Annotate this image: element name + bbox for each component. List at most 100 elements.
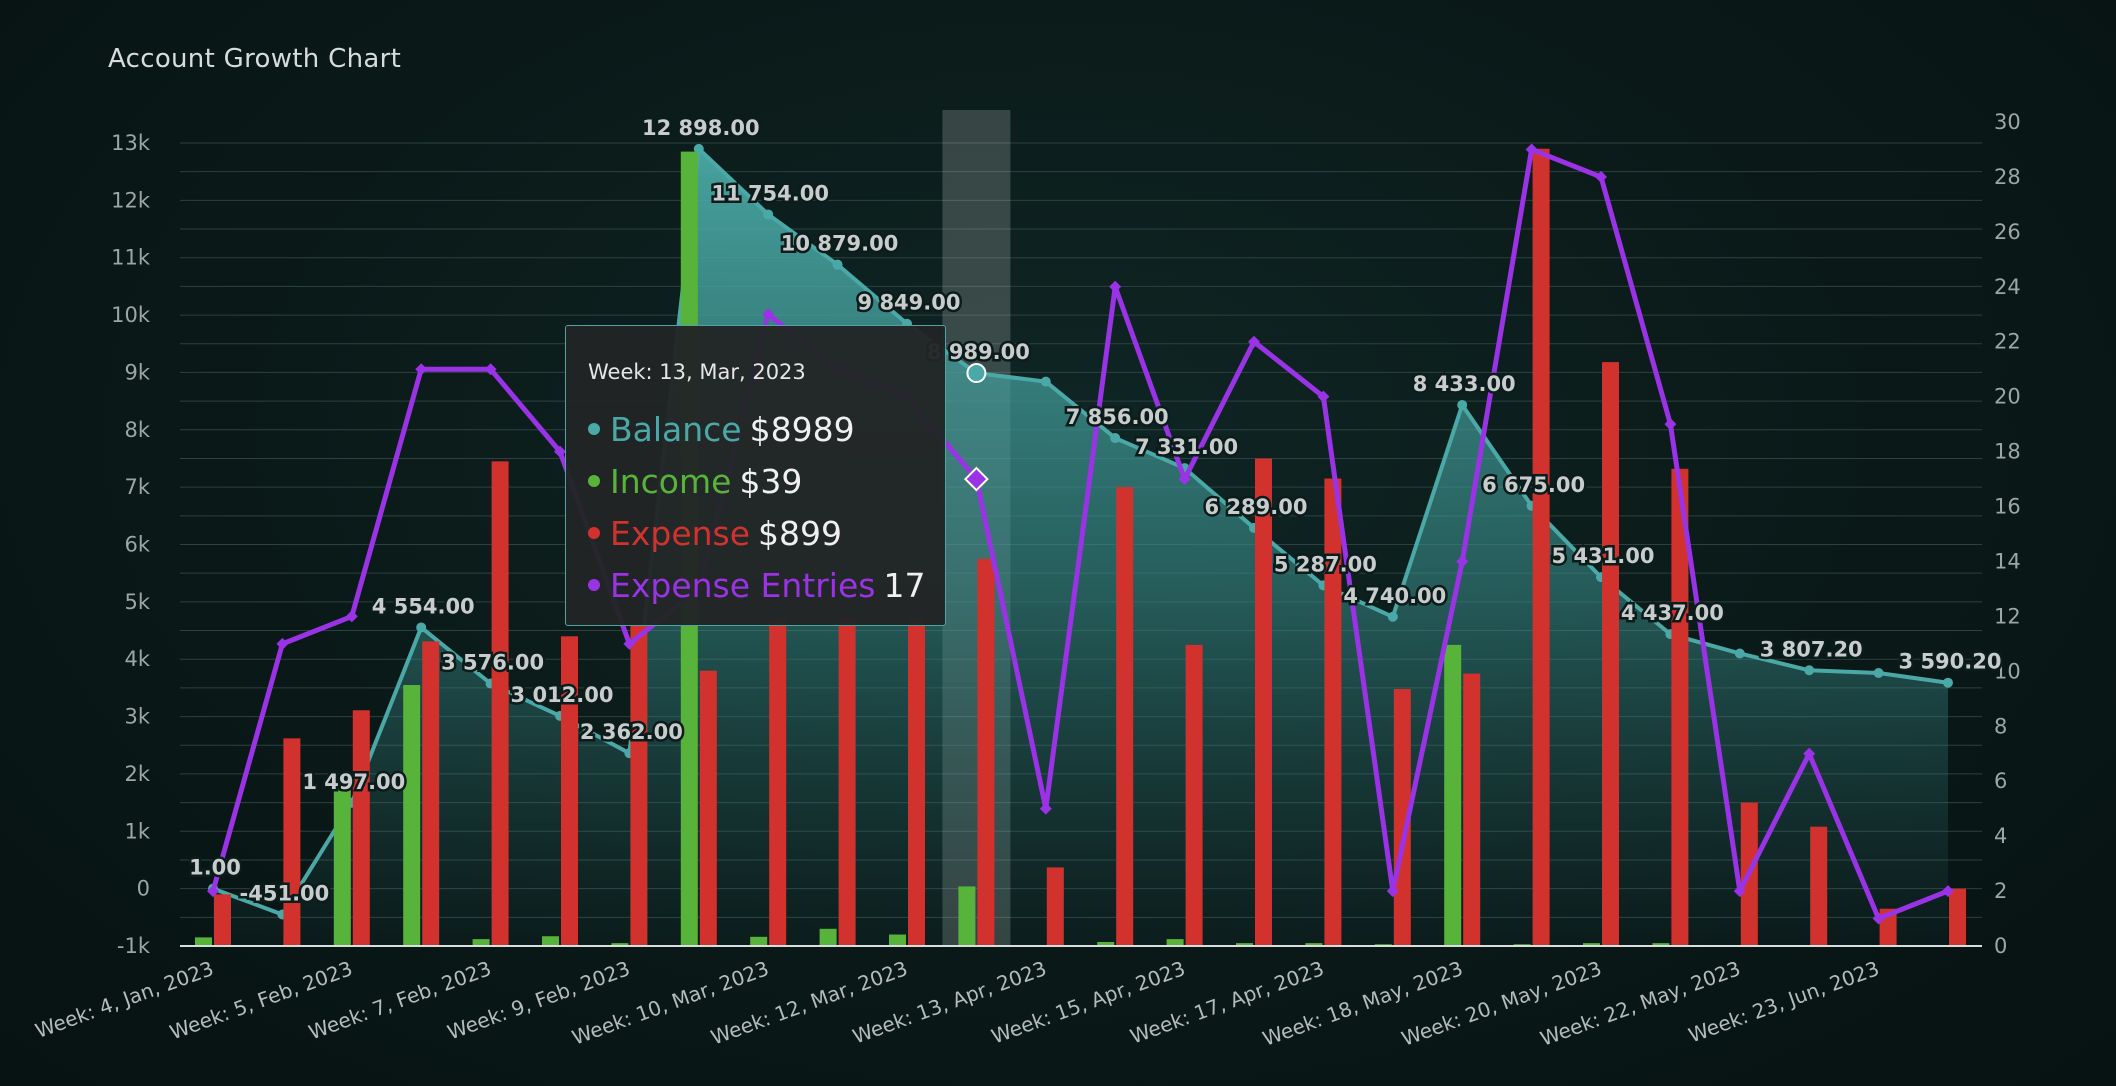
income-bar [472, 939, 490, 946]
y2-tick-label: 4 [1994, 824, 2007, 848]
expense-entries-point [1595, 170, 1607, 183]
y2-tick-label: 24 [1994, 275, 2021, 299]
expense-bar [1393, 689, 1411, 946]
expense-bar [422, 641, 440, 946]
y-tick-label: 1k [124, 819, 150, 843]
income-bar [195, 937, 212, 946]
chart-title: Account Growth Chart [108, 44, 402, 74]
expense-entries-point [623, 637, 636, 650]
balance-data-label: 4 740.00 [1343, 584, 1446, 608]
expense-bar [491, 461, 509, 946]
income-bar [403, 685, 421, 946]
y2-tick-label: 30 [1994, 110, 2021, 134]
income-bar [1444, 644, 1462, 946]
y2-tick-label: 2 [1994, 879, 2007, 903]
income-dot-icon [588, 474, 600, 487]
balance-point [1873, 667, 1884, 678]
balance-data-label: 7 856.00 [1066, 405, 1169, 429]
balance-point [1387, 611, 1398, 622]
y-tick-label: 10k [111, 303, 151, 327]
expense-entries-point [207, 885, 219, 898]
balance-point [1943, 677, 1953, 688]
expense-entries-point [1664, 418, 1677, 431]
balance-data-label: 1 497.00 [302, 770, 405, 794]
tooltip-row-expense: Expense $899 [588, 508, 923, 560]
balance-data-label: 4 437.00 [1621, 601, 1724, 625]
expense-bar [1532, 148, 1550, 946]
y2-tick-label: 14 [1994, 549, 2021, 573]
tooltip-week: Week: 13, Mar, 2023 [588, 360, 806, 384]
expense-bar [1255, 458, 1272, 946]
expense-bar [1602, 362, 1619, 947]
y-tick-label: 3k [124, 705, 150, 729]
expense-bar [769, 619, 787, 946]
tooltip-series-name: Balance [610, 410, 742, 449]
tooltip-series-value: $8989 [749, 410, 855, 449]
balance-data-label: 9 849.00 [858, 291, 961, 315]
left-y-axis: -1k 0 1k 2k 3k 4k 5k 6k 7k 8k 9k 10k 11k 12k 13k [111, 131, 151, 958]
expense-bar [352, 710, 370, 946]
expense-entries-point [345, 610, 358, 623]
y2-tick-label: 28 [1994, 165, 2021, 189]
income-bar [1097, 941, 1115, 946]
expense-bar [214, 894, 231, 946]
balance-data-label: 7 331.00 [1135, 435, 1238, 459]
balance-point [1734, 648, 1745, 659]
tooltip-series-name: Expense Entries [610, 566, 876, 605]
expense-entries-point [1525, 143, 1538, 156]
expense-entries-point [1248, 335, 1260, 348]
expense-bar [1324, 478, 1342, 946]
y-tick-label: 6k [124, 533, 150, 557]
income-bar [1166, 939, 1184, 946]
income-bar [889, 934, 906, 946]
y2-tick-label: 20 [1994, 385, 2021, 409]
expense-bar [1116, 487, 1134, 946]
expense-bar [1185, 644, 1203, 946]
expense-entries-point [1178, 473, 1191, 486]
y2-tick-label: 6 [1994, 769, 2007, 793]
expense-bar [1046, 867, 1064, 946]
expense-bar [1671, 468, 1689, 946]
y-tick-label: 7k [124, 475, 150, 499]
income-bar [819, 928, 837, 946]
expense-entries-line-path [210, 146, 1949, 922]
income-bar [750, 936, 768, 946]
balance-point [832, 259, 843, 270]
expense-entries-point [762, 308, 775, 321]
y-tick-label: 0 [137, 877, 150, 901]
expense-bar [1810, 826, 1828, 946]
balance-labels: 1.00-451.00 1 497.00 4 554.00 3 576.00 3 012… [187, 113, 2004, 908]
expense-bar [1463, 673, 1481, 946]
balance-data-label: 6 289.00 [1205, 495, 1308, 519]
tooltip-row-expense-entries: Expense Entries 17 [588, 560, 925, 612]
balance-data-label: 8 433.00 [1413, 372, 1516, 396]
expense-bar [699, 670, 717, 946]
expense-bar [838, 619, 856, 946]
y-tick-label: 8k [124, 418, 150, 442]
income-bar [1305, 943, 1323, 946]
balance-data-label: 3 012.00 [511, 683, 614, 707]
expense-entries-point [1109, 280, 1122, 293]
balance-data-label: 3 807.20 [1760, 637, 1863, 661]
balance-data-label: 1.00 [189, 856, 241, 880]
expense-entries-point [554, 445, 566, 458]
expense-entries-point [1803, 747, 1816, 760]
expense-bar [908, 619, 925, 946]
expense-entries-point [415, 363, 428, 376]
y-tick-label: 4k [124, 647, 150, 671]
expense-entries-point [1456, 555, 1469, 568]
expense-entries-dot-icon [588, 578, 600, 591]
balance-point [1040, 376, 1051, 387]
expense-bars [214, 148, 1966, 947]
balance-data-label: 3 576.00 [441, 651, 544, 675]
expense-bar [977, 558, 995, 946]
expense-bar [561, 636, 578, 946]
balance-dot-icon [588, 422, 600, 435]
balance-point [1804, 665, 1815, 676]
expense-entries-point-active [963, 466, 989, 492]
tooltip-row-income: Income $39 [588, 456, 923, 508]
y2-tick-label: 22 [1994, 330, 2021, 354]
balance-point [1110, 433, 1121, 444]
expense-dot-icon [588, 526, 600, 539]
